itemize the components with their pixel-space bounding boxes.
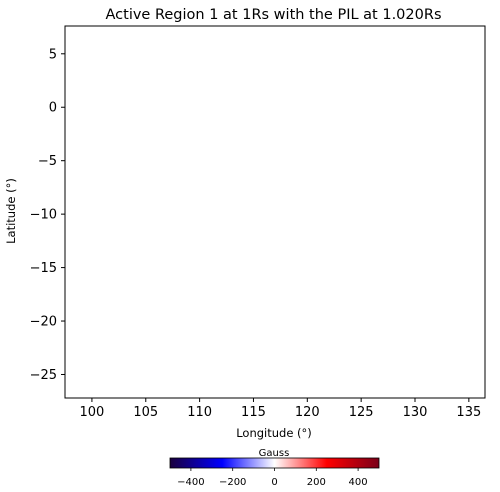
colorbar-tick-label: −200 (219, 477, 246, 488)
colorbar-label: Gauss (259, 448, 290, 459)
x-tick-label: 105 (133, 405, 158, 420)
y-tick-label: 5 (49, 47, 57, 62)
x-tick-label: 125 (349, 405, 374, 420)
y-tick-label: 0 (49, 101, 57, 116)
colorbar-tick-label: 400 (349, 477, 368, 488)
colorbar-tick-label: −400 (177, 477, 204, 488)
x-tick-label: 100 (80, 405, 105, 420)
colorbar-tick-label: 0 (271, 477, 277, 488)
x-tick-label: 130 (403, 405, 428, 420)
y-axis-label: Latitude (°) (4, 178, 18, 244)
x-tick-label: 135 (456, 405, 481, 420)
y-axis: 5 0 −5 −10 −15 −20 −25 (30, 47, 65, 383)
x-tick-label: 110 (187, 405, 212, 420)
colorbar-axis: −400 −200 0 200 400 (177, 468, 368, 488)
y-tick-label: −20 (30, 315, 57, 330)
plot-area (64, 25, 486, 399)
y-tick-label: −15 (30, 261, 57, 276)
y-tick-label: −25 (30, 368, 57, 383)
y-tick-label: −10 (30, 208, 57, 223)
colorbar (169, 457, 380, 469)
x-axis: 100 105 110 115 120 125 130 135 (80, 398, 481, 420)
chart-title: Active Region 1 at 1Rs with the PIL at 1… (106, 7, 442, 23)
x-tick-label: 120 (295, 405, 320, 420)
y-tick-label: −5 (38, 154, 57, 169)
colorbar-tick-label: 200 (307, 477, 326, 488)
x-tick-label: 115 (241, 405, 266, 420)
x-axis-label: Longitude (°) (236, 426, 312, 440)
